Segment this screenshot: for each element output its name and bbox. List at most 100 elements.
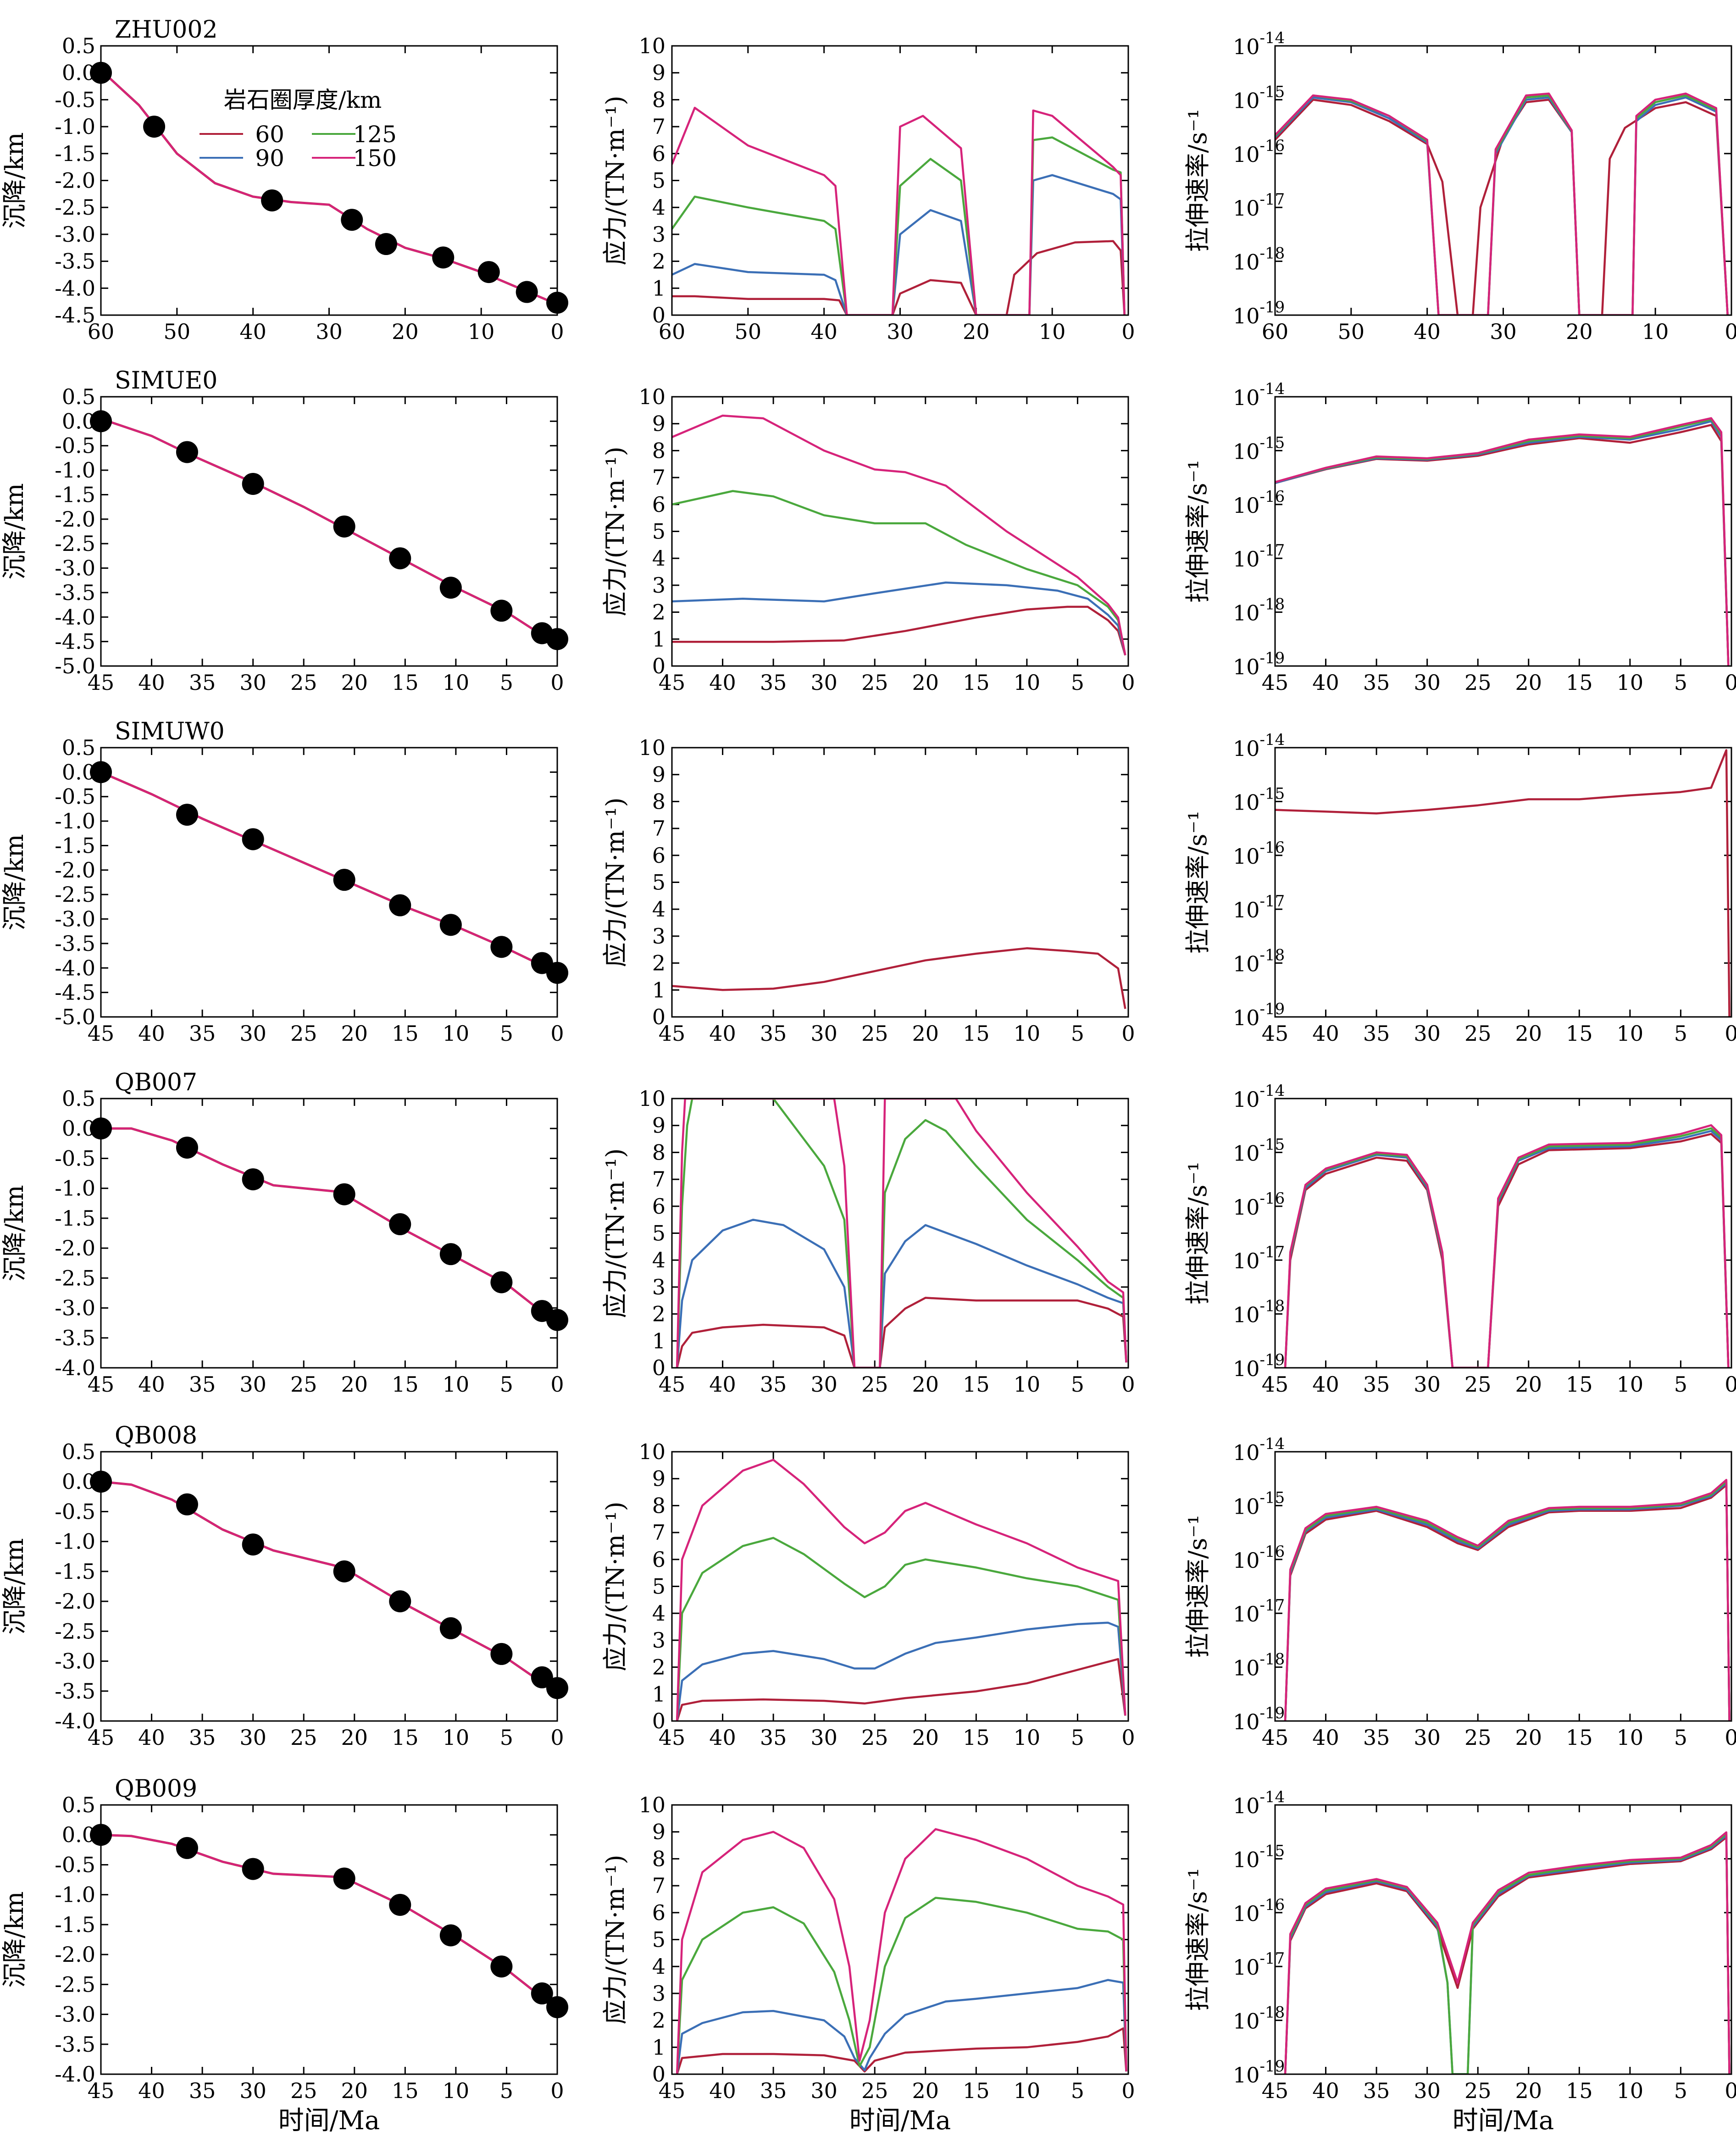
y-tick-label: 1: [652, 1328, 666, 1353]
x-tick-label: 20: [1515, 1725, 1542, 1750]
y-tick-label: 8: [652, 438, 666, 463]
x-tick-label: 45: [659, 670, 686, 695]
x-tick-label: 40: [1312, 1021, 1339, 1046]
series-line-90: [1275, 96, 1729, 315]
y-tick-label: 10-17: [1233, 190, 1285, 221]
y-tick-label: -4.0: [55, 955, 95, 980]
observed-point: [490, 936, 513, 958]
observed-point: [333, 1183, 355, 1205]
x-tick-label: 0: [1725, 1725, 1736, 1750]
panel-frame: [671, 1098, 1129, 1369]
x-tick-label: 45: [1262, 670, 1289, 695]
y-tick-label: 10-14: [1233, 731, 1285, 761]
y-tick-label: 10-15: [1233, 83, 1285, 113]
x-tick-label: 35: [1363, 670, 1390, 695]
y-tick-label: 0: [652, 1355, 666, 1380]
observed-point: [490, 1643, 513, 1665]
x-tick-label: 40: [709, 670, 736, 695]
x-tick-label: 25: [290, 1021, 317, 1046]
y-tick-label: -2.0: [55, 1236, 95, 1260]
series-line-150: [672, 106, 1126, 315]
series-line-125: [676, 1537, 1126, 1721]
x-axis-label: 时间/Ma: [1453, 2106, 1554, 2136]
y-tick-label: -0.5: [55, 87, 95, 112]
series-line-150: [1275, 417, 1730, 666]
x-tick-label: 25: [290, 670, 317, 695]
x-tick-label: 40: [810, 319, 837, 344]
y-tick-label: -3.0: [55, 222, 95, 247]
y-tick-label: -3.0: [55, 907, 95, 932]
well-title: QB009: [115, 1775, 197, 1803]
y-tick-label: -5.0: [55, 1005, 95, 1029]
series-line-90: [676, 1979, 1127, 2074]
y-tick-label: 10-16: [1233, 838, 1285, 869]
panel-frame: [1274, 396, 1732, 667]
panel-frame: [671, 1804, 1129, 2075]
subsidence-panel: 0 5 10 15 20 25 30 35 40 45 0.5 0.0 -0.5 -1.0 -1.5 -2.0…: [0, 1422, 568, 1750]
y-tick-label: -1.0: [55, 1176, 95, 1201]
y-tick-label: -4.0: [55, 276, 95, 300]
plot-area: [101, 1127, 557, 1324]
x-tick-label: 40: [1312, 1725, 1339, 1750]
x-tick-label: 5: [1071, 670, 1084, 695]
y-tick-label: -1.0: [55, 114, 95, 139]
x-tick-label: 30: [1414, 670, 1441, 695]
y-tick-label: 2: [652, 2008, 666, 2033]
plot-area: [672, 106, 1126, 315]
panel-frame: [671, 396, 1129, 667]
plot-area: [101, 1833, 557, 2012]
x-tick-label: 30: [239, 2078, 266, 2103]
y-tick-label: 1: [652, 977, 666, 1002]
x-tick-label: 35: [760, 1725, 787, 1750]
y-axis-label: 沉降/km: [0, 1185, 29, 1281]
y-tick-label: 0.0: [62, 1116, 95, 1141]
x-tick-label: 35: [760, 670, 787, 695]
observed-point: [389, 547, 411, 570]
series-line-60: [1275, 749, 1730, 1017]
x-tick-label: 30: [810, 1021, 837, 1046]
observed-point: [176, 1136, 198, 1159]
y-tick-label: 9: [652, 1820, 666, 1844]
x-tick-label: 40: [1414, 319, 1441, 344]
x-tick-label: 20: [341, 1725, 368, 1750]
panel-frame: [1274, 747, 1732, 1018]
x-tick-label: 5: [1674, 1021, 1687, 1046]
y-tick-label: 5: [652, 1574, 666, 1599]
y-tick-label: -4.0: [55, 1355, 95, 1380]
y-tick-label: 0: [652, 654, 666, 678]
x-tick-label: 20: [341, 1372, 368, 1397]
y-tick-label: -2.0: [55, 507, 95, 532]
y-tick-label: -2.5: [55, 1266, 95, 1290]
y-tick-label: 4: [652, 195, 666, 220]
y-tick-label: 10-14: [1233, 1788, 1285, 1818]
series-line-60: [1284, 1484, 1730, 1721]
series-line-90: [676, 1218, 1127, 1368]
x-tick-label: 15: [963, 2078, 990, 2103]
stress-panel: 051015202530354045012345678910应力/(TN·m⁻¹…: [601, 735, 1135, 1046]
y-tick-label: 10-15: [1233, 1135, 1285, 1166]
x-tick-label: 50: [164, 319, 191, 344]
x-tick-label: 30: [239, 1372, 266, 1397]
series-line-150: [1284, 1479, 1730, 1721]
x-tick-label: 30: [810, 670, 837, 695]
x-tick-label: 25: [1464, 1725, 1492, 1750]
y-axis-label: 拉伸速率/s⁻¹: [1183, 460, 1212, 603]
y-axis-label: 沉降/km: [0, 834, 29, 930]
y-tick-label: -3.5: [55, 249, 95, 274]
series-line-90: [672, 174, 1126, 315]
x-tick-label: 15: [392, 670, 419, 695]
y-axis-label: 沉降/km: [0, 1891, 29, 1987]
x-tick-label: 10: [1642, 319, 1669, 344]
row-ZHU002: 01020304050600.50.0-0.5-1.0-1.5-2.0-2.5-…: [0, 16, 1736, 344]
y-tick-label: -3.5: [55, 1326, 95, 1350]
y-tick-label: -2.5: [55, 1972, 95, 1997]
x-tick-label: 35: [189, 1725, 216, 1750]
strain_rate-panel: 05101520253035404510-1910-1810-1710-1610…: [1183, 1082, 1736, 1397]
x-tick-label: 30: [887, 319, 914, 344]
plot-area: [1275, 417, 1730, 666]
y-axis-label: 应力/(TN·m⁻¹): [601, 1501, 630, 1671]
y-tick-label: 4: [652, 1601, 666, 1626]
series-line-125: [676, 1897, 1127, 2074]
model-line-150: [101, 418, 557, 643]
